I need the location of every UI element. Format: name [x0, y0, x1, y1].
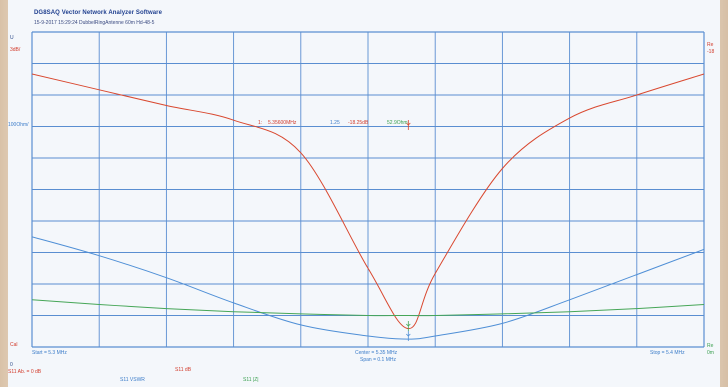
right-axis-bottom-tag: Re	[707, 343, 714, 349]
trace-s11-vswr	[32, 236, 704, 340]
left-axis-zero: 0	[10, 362, 13, 368]
plot-grid	[31, 31, 705, 348]
stop-frequency: Stop = 5.4 MHz	[650, 350, 685, 356]
window-title: DG8SAQ Vector Network Analyzer Software	[34, 10, 163, 16]
legend-s11-vswr: S11 VSWR	[120, 377, 145, 383]
marker-frequency: 5.35600MHz	[268, 120, 297, 126]
marker-db: -18.25dB	[348, 120, 369, 126]
measurement-info: 15-9-2017 15:29:24 DubbelRingAntenne 60m…	[34, 20, 155, 26]
legend-s11-z: S11 |Z|	[243, 377, 259, 383]
marker-indicators	[406, 120, 411, 341]
right-axis-tag: Re	[707, 42, 714, 48]
vna-screen	[8, 0, 720, 387]
reference-line-label: S11 Ab. = 0 dB	[8, 369, 42, 375]
trace-s11-db	[32, 73, 704, 330]
left-axis-cal-tag: Cal	[10, 342, 18, 348]
span-frequency: Span = 0.1 MHz	[360, 357, 396, 363]
marker-vswr: 1.25	[330, 120, 340, 126]
marker-red	[406, 120, 411, 130]
marker-green	[406, 321, 411, 331]
trace-s11-z	[32, 299, 704, 317]
left-axis-db-scale: 3dB/	[10, 47, 21, 53]
left-axis-ohm-scale: 100Ohm/	[8, 122, 29, 128]
right-axis-bottom-value: 0m	[707, 350, 714, 356]
marker-impedance: 52.9Ohm	[387, 120, 408, 126]
legend-s11-db: S11 dB	[175, 367, 192, 373]
start-frequency: Start = 5.3 MHz	[32, 350, 67, 356]
marker-blue	[406, 331, 411, 341]
left-axis-tag: U	[10, 35, 14, 41]
right-axis-value: -18	[707, 49, 715, 55]
marker-index: 1:	[258, 120, 263, 126]
center-frequency: Center = 5.35 MHz	[355, 350, 398, 356]
